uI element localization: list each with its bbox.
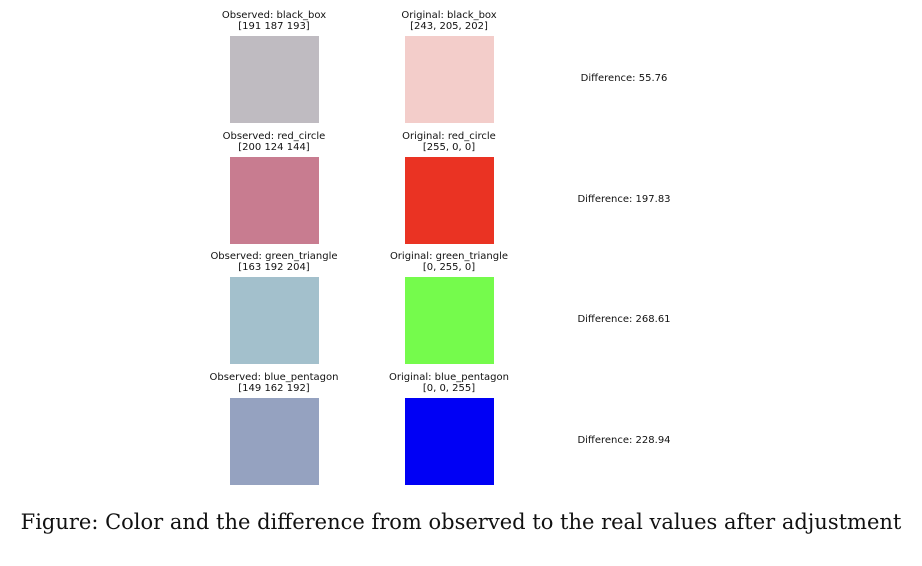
figure-caption: Figure: Color and the difference from ob… <box>20 510 902 534</box>
observed-color-swatch <box>229 156 319 244</box>
difference-label: Difference: 268.61 <box>577 314 671 325</box>
original-color-swatch <box>404 277 494 364</box>
original-title: Original: green_triangle [0, 255, 0] <box>389 251 509 273</box>
observed-title: Observed: black_box [191 187 193] <box>221 10 327 32</box>
observed-color-swatch <box>229 397 319 485</box>
original-title: Original: red_circle [255, 0, 0] <box>402 130 496 153</box>
original-color-swatch <box>404 156 494 244</box>
observed-title: Observed: green_triangle [163 192 204] <box>210 251 338 273</box>
difference-label: Difference: 197.83 <box>577 193 671 205</box>
observed-title: Observed: red_circle [200 124 144] <box>222 130 326 153</box>
original-title: Original: blue_pentagon [0, 0, 255] <box>389 371 509 394</box>
difference-label: Difference: 55.76 <box>580 73 668 84</box>
difference-label: Difference: 228.94 <box>577 434 671 446</box>
observed-title: Observed: blue_pentagon [149 162 192] <box>209 371 339 394</box>
original-color-swatch <box>404 397 494 485</box>
original-title: Original: black_box [243, 205, 202] <box>401 10 497 32</box>
original-color-swatch <box>404 36 494 123</box>
observed-color-swatch <box>229 36 319 123</box>
observed-color-swatch <box>229 277 319 364</box>
